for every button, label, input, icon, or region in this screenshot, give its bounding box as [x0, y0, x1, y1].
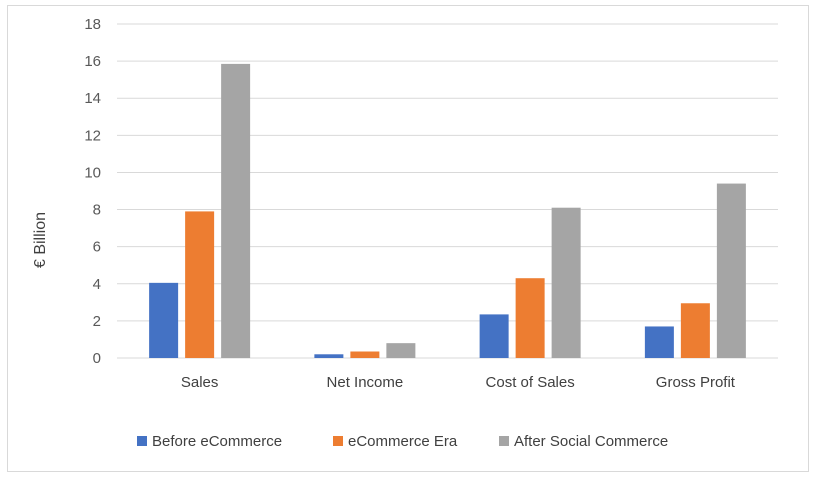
bar-net-income-series-3: [386, 343, 416, 358]
y-tick-label: 10: [84, 164, 101, 181]
y-tick-label: 16: [84, 53, 101, 70]
y-tick-label: 6: [93, 239, 101, 256]
bar-gross-profit-series-3: [716, 183, 746, 358]
chart-frame: [7, 5, 809, 472]
legend-swatch: [333, 436, 343, 446]
bar-sales-series-1: [149, 282, 179, 358]
bar-cost-of-sales-series-2: [515, 278, 545, 358]
y-tick-label: 18: [84, 16, 101, 33]
x-category-label: Sales: [181, 374, 219, 391]
bar-gross-profit-series-2: [680, 303, 710, 358]
legend-label: eCommerce Era: [348, 433, 458, 450]
bar-gross-profit-series-1: [644, 326, 674, 358]
y-tick-label: 0: [93, 350, 101, 367]
y-tick-label: 14: [84, 90, 101, 107]
bar-net-income-series-1: [314, 354, 344, 358]
y-tick-label: 4: [93, 276, 101, 293]
x-category-label: Gross Profit: [656, 374, 736, 391]
legend-label: Before eCommerce: [152, 433, 282, 450]
x-category-label: Cost of Sales: [486, 374, 575, 391]
bar-cost-of-sales-series-3: [551, 207, 581, 358]
y-tick-label: 2: [93, 313, 101, 330]
y-axis-label: € Billion: [32, 212, 49, 268]
legend: Before eCommerce eCommerce Era After Socia…: [137, 433, 668, 450]
y-tick-label: 8: [93, 202, 101, 219]
legend-label: After Social Commerce: [514, 433, 668, 450]
legend-swatch: [137, 436, 147, 446]
x-category-label: Net Income: [327, 374, 404, 391]
legend-swatch: [499, 436, 509, 446]
bar-sales-series-2: [185, 211, 215, 358]
bar-cost-of-sales-series-1: [479, 314, 509, 358]
bar-sales-series-3: [221, 63, 251, 359]
bar-net-income-series-2: [350, 351, 380, 358]
y-tick-label: 12: [84, 127, 101, 144]
